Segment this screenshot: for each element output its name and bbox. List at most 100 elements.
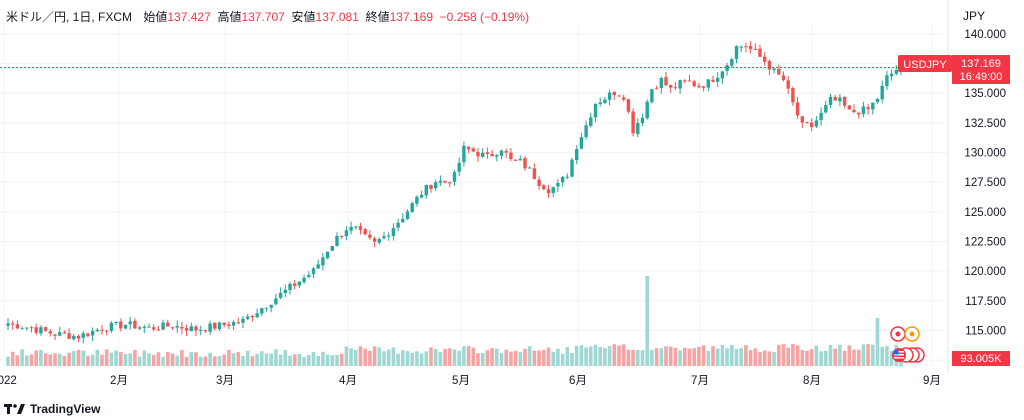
- candle-body: [847, 105, 851, 110]
- tradingview-brand[interactable]: TradingView: [4, 402, 100, 416]
- volume-bar: [715, 348, 720, 366]
- volume-bar: [100, 354, 104, 366]
- volume-bar: [25, 355, 29, 366]
- candle-body: [255, 313, 259, 318]
- volume-bar: [673, 347, 678, 366]
- candle-body: [43, 327, 48, 331]
- candle-body: [626, 99, 631, 112]
- volume-bar: [828, 344, 833, 366]
- close-label: 終値: [365, 10, 390, 24]
- volume-bar: [424, 351, 429, 366]
- volume-bar: [809, 349, 814, 366]
- high-label: 高値: [217, 10, 242, 24]
- volume-bar: [795, 345, 800, 366]
- volume-bar: [137, 356, 142, 366]
- volume-bar: [621, 344, 626, 366]
- price-tick-label: 127.500: [964, 177, 1006, 189]
- volume-bar: [29, 354, 34, 366]
- candle-body: [142, 326, 146, 328]
- candle-body: [669, 84, 673, 88]
- volume-bar: [748, 350, 753, 366]
- volume-bar: [833, 348, 837, 366]
- time-tick-label: 2022: [0, 375, 17, 387]
- time-axis: 2022 2月 3月 4月 5月 6月 7月 8月 9月: [0, 375, 941, 387]
- volume-bar: [885, 346, 889, 366]
- candle-body: [189, 326, 193, 332]
- candle-body: [720, 71, 725, 79]
- candle-body: [466, 146, 471, 150]
- candle-body: [452, 172, 457, 182]
- volume-bar: [269, 353, 273, 366]
- candle-body: [894, 69, 898, 74]
- candle-body: [523, 158, 527, 169]
- volume-bar: [123, 353, 128, 366]
- time-tick-label: 3月: [216, 375, 234, 387]
- calendar-event-icon[interactable]: [890, 326, 920, 342]
- candle-body: [434, 182, 438, 189]
- candle-body: [579, 137, 584, 149]
- volume-bar: [161, 356, 165, 366]
- candle-body: [147, 326, 151, 328]
- candle-body: [485, 152, 490, 154]
- candle-body: [340, 235, 344, 237]
- volume-bar: [603, 348, 607, 366]
- volume-bar: [156, 352, 161, 366]
- candle-body: [777, 68, 781, 75]
- volume-bar: [889, 350, 894, 366]
- candle-body: [222, 322, 226, 325]
- volume-badge: 93.005K: [952, 351, 1010, 366]
- candlestick-series: [6, 41, 903, 344]
- volume-bar: [678, 350, 682, 366]
- volume-bar: [668, 346, 673, 366]
- volume-bar: [109, 352, 114, 366]
- volume-bar: [509, 351, 513, 366]
- price-tick-label: 135.000: [964, 88, 1006, 100]
- volume-bar: [72, 351, 76, 366]
- candle-body: [513, 159, 518, 161]
- volume-bar: [67, 352, 71, 366]
- volume-bar: [325, 354, 330, 366]
- volume-bar: [711, 346, 715, 366]
- volume-bar: [856, 349, 861, 366]
- candle-body: [443, 180, 447, 183]
- candle-body: [316, 264, 320, 269]
- volume-bar: [151, 355, 156, 366]
- candle-body: [429, 185, 433, 189]
- candle-body: [551, 187, 555, 193]
- candle-body: [716, 77, 720, 82]
- brand-name: TradingView: [30, 402, 101, 416]
- price-tick-label: 122.500: [964, 236, 1006, 248]
- ticker-badge-bg: [898, 55, 952, 72]
- volume-bar: [166, 352, 170, 366]
- volume-bar: [499, 353, 504, 366]
- volume-bar: [368, 350, 372, 366]
- candle-body: [885, 75, 889, 87]
- volume-bar: [363, 348, 367, 366]
- candle-body: [344, 230, 349, 237]
- candle-body: [269, 304, 273, 308]
- candle-body: [631, 111, 635, 134]
- candle-body: [358, 226, 363, 230]
- candle-body: [166, 322, 170, 327]
- candle-body: [274, 298, 278, 305]
- candle-body: [6, 323, 10, 326]
- volume-bar: [791, 344, 795, 366]
- candle-body: [311, 268, 316, 275]
- volume-bar: [438, 352, 443, 366]
- candle-body: [650, 89, 654, 103]
- us-flag-icon[interactable]: [892, 347, 925, 363]
- candle-body: [852, 109, 856, 113]
- candle-body: [861, 106, 866, 114]
- candle-body: [180, 326, 184, 329]
- candle-body: [368, 234, 372, 238]
- candle-body: [509, 152, 513, 160]
- close-value: 137.169: [389, 10, 433, 24]
- symbol-title[interactable]: 米ドル／円, 1日, FXCM: [6, 10, 133, 24]
- candle-body: [199, 329, 203, 332]
- candle-body: [58, 332, 62, 336]
- candle-body: [161, 322, 165, 330]
- volume-bar: [53, 353, 57, 366]
- candle-body: [330, 246, 334, 251]
- volume-bar: [231, 353, 236, 366]
